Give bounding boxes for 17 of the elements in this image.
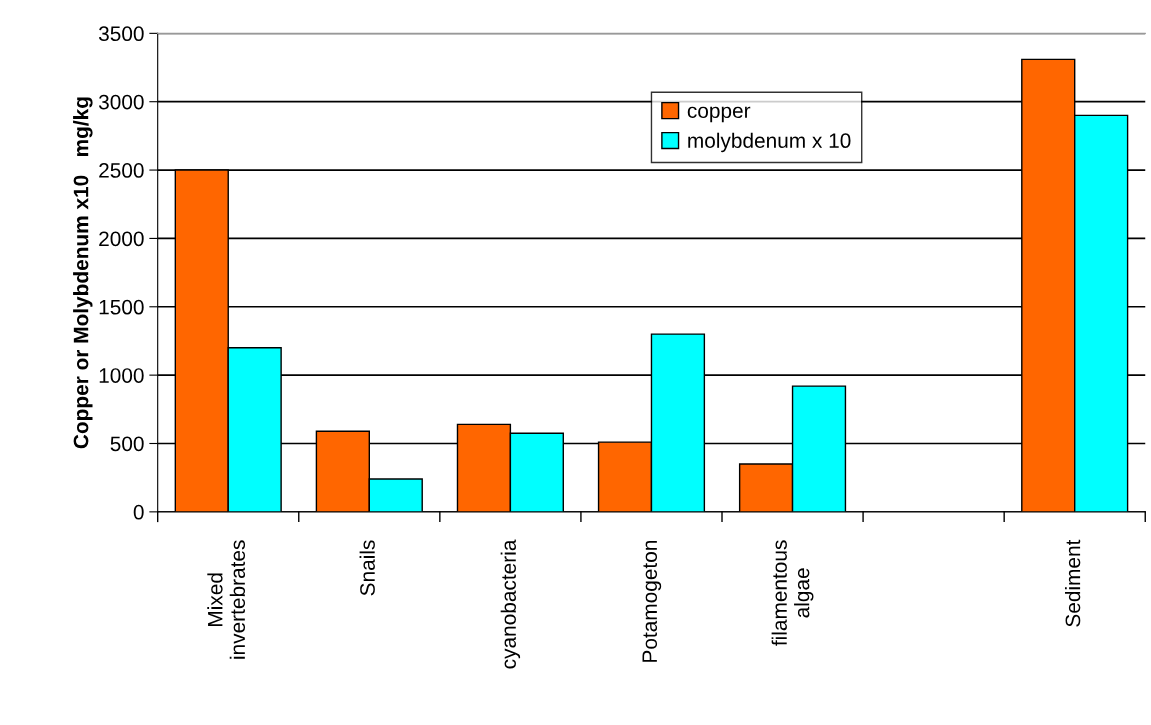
y-tick-label: 500 — [110, 436, 144, 452]
x-tick-label: Potamogeton — [642, 540, 662, 662]
y-tick-label: 3000 — [98, 94, 144, 110]
legend-label: copper — [687, 106, 751, 123]
x-tick-label: Mixed invertebrates — [207, 540, 246, 659]
x-tick-label: Sediment — [1064, 539, 1081, 627]
y-tick-label: 1500 — [99, 299, 144, 315]
y-axis-title: Copper or Molybdenum x10 mg/kg — [73, 97, 93, 449]
y-tick-label: 2500 — [99, 163, 144, 178]
legend-label: molybdenum x 10 — [688, 132, 851, 153]
y-tick-label: 3500 — [98, 26, 144, 42]
x-tick-label: filamentous algae — [771, 540, 814, 646]
x-tick-label: Snails — [359, 540, 375, 596]
y-tick-label: 1000 — [99, 368, 144, 383]
x-tick-label: cyanobacteria — [500, 539, 521, 669]
y-tick-label: 2000 — [99, 231, 144, 247]
y-tick-label: 0 — [133, 504, 144, 520]
